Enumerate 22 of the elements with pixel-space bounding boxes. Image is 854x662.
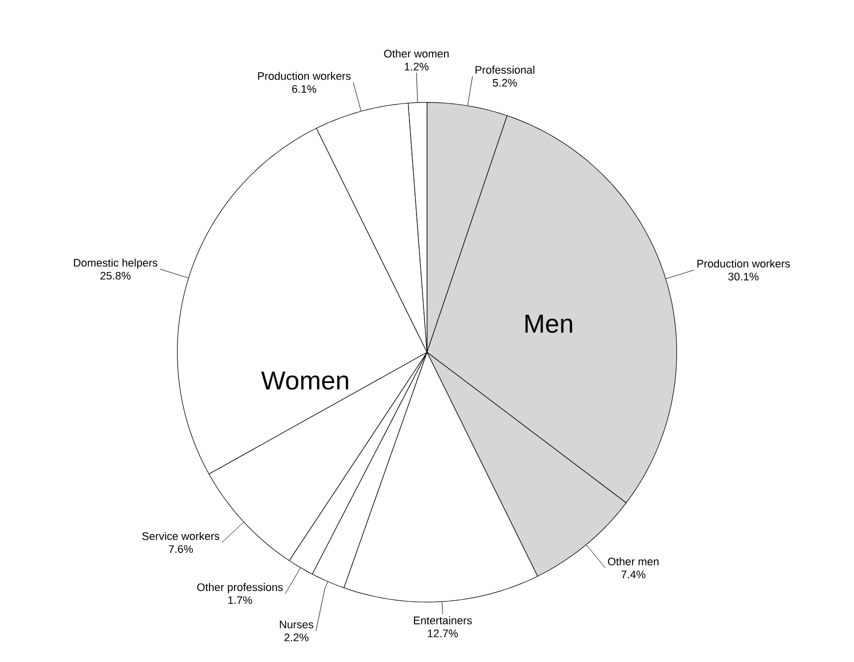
data-label: 25.8% bbox=[100, 272, 131, 280]
slice-label: Professional bbox=[476, 66, 534, 74]
data-label: 1.7% bbox=[228, 596, 252, 604]
slice-label: Domestic helpers bbox=[74, 258, 158, 269]
slice-label: Entertainers bbox=[414, 616, 472, 624]
slice-label: Production workers bbox=[258, 72, 351, 80]
data-label: 1.2% bbox=[404, 62, 429, 70]
slice-label: Other women bbox=[384, 49, 449, 58]
slice-label: Production workers bbox=[697, 259, 790, 268]
data-label: 2.2% bbox=[284, 634, 308, 642]
slice-label: Nurses bbox=[280, 620, 314, 628]
text: Women bbox=[261, 372, 348, 390]
data-label: 7.6% bbox=[168, 545, 193, 553]
slice-label: Service workers bbox=[142, 532, 220, 540]
data-label: 7.4% bbox=[621, 570, 646, 578]
data-label: 12.7% bbox=[428, 630, 458, 638]
data-label: 30.1% bbox=[728, 272, 759, 280]
slice-label: Other professions bbox=[197, 583, 283, 594]
slice-label: Other men bbox=[608, 557, 659, 566]
data-label: 5.2% bbox=[492, 78, 517, 87]
text: Men bbox=[526, 314, 572, 333]
data-label: 6.1% bbox=[292, 85, 316, 93]
